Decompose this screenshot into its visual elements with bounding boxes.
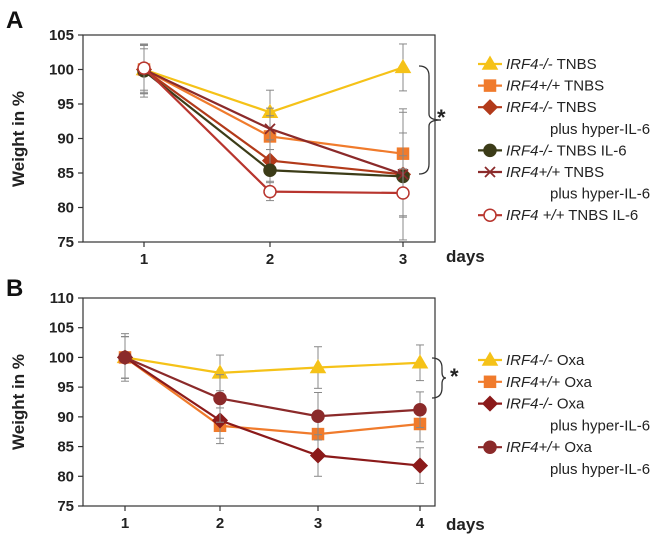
legend-item: IRF4 +/+ TNBS IL-6 bbox=[478, 207, 638, 224]
legend-label: IRF4+/+ TNBS bbox=[506, 164, 604, 181]
legend-item: IRF4+/+ Oxa bbox=[478, 374, 593, 391]
data-point bbox=[263, 184, 277, 199]
series-1 bbox=[135, 43, 412, 135]
y-tick-label: 85 bbox=[57, 165, 74, 182]
legend-label: IRF4-/- Oxa bbox=[506, 396, 585, 413]
series-2 bbox=[118, 336, 427, 453]
significance-brace bbox=[418, 65, 442, 175]
x-tick-label: 4 bbox=[416, 515, 425, 532]
legend-marker bbox=[483, 440, 497, 454]
x-axis-title: days bbox=[446, 515, 485, 534]
legend-item: IRF4+/+ TNBS plus hyper-IL-6 bbox=[478, 164, 650, 203]
legend-label: IRF4+/+ Oxa bbox=[506, 374, 593, 391]
y-tick-label: 85 bbox=[57, 439, 74, 456]
series-line bbox=[124, 356, 421, 467]
legend-label-line2: plus hyper-IL-6 bbox=[550, 461, 650, 478]
x-tick-label: 1 bbox=[121, 515, 129, 532]
legend-label: IRF4 +/+ TNBS IL-6 bbox=[506, 207, 638, 224]
legend-marker-stroke bbox=[484, 166, 496, 178]
x-tick-label: 2 bbox=[266, 251, 274, 268]
series-line bbox=[124, 356, 421, 418]
legend-marker bbox=[483, 375, 497, 389]
data-point bbox=[309, 359, 327, 374]
data-point bbox=[311, 409, 325, 424]
legend-label: IRF4-/- TNBS bbox=[506, 56, 597, 73]
data-point bbox=[213, 391, 227, 406]
data-point bbox=[411, 457, 429, 474]
plot-frame bbox=[82, 297, 436, 507]
legend-label-line2: plus hyper-IL-6 bbox=[550, 417, 650, 434]
panel-letter: B bbox=[6, 275, 23, 302]
significance-asterisk: * bbox=[450, 364, 459, 389]
y-tick-label: 90 bbox=[57, 131, 74, 148]
y-axis-title: Weight in % bbox=[9, 91, 28, 187]
data-point bbox=[411, 354, 429, 369]
x-tick-label: 3 bbox=[314, 515, 322, 532]
y-tick-label: 95 bbox=[57, 96, 74, 113]
legend-marker bbox=[483, 208, 497, 222]
data-point bbox=[396, 186, 410, 200]
y-tick-label: 110 bbox=[50, 290, 74, 307]
y-tick-label: 105 bbox=[49, 27, 74, 44]
legend-marker bbox=[483, 79, 497, 92]
legend-label: IRF4-/- Oxa bbox=[506, 352, 585, 369]
data-point bbox=[118, 350, 132, 365]
y-tick-label: 75 bbox=[57, 498, 74, 515]
data-point bbox=[137, 61, 151, 75]
legend-label: IRF4-/- TNBS IL-6 bbox=[506, 142, 627, 159]
legend-item: IRF4+/+ TNBS bbox=[478, 78, 604, 95]
data-point bbox=[413, 402, 427, 417]
legend-marker bbox=[484, 166, 496, 178]
legend-label-line2: plus hyper-IL-6 bbox=[550, 121, 650, 138]
legend-item: IRF4-/- Oxa plus hyper-IL-6 bbox=[478, 395, 650, 434]
y-tick-label: 75 bbox=[57, 234, 74, 251]
x-axis-title: days bbox=[446, 247, 485, 266]
x-tick-label: 2 bbox=[216, 515, 224, 532]
y-tick-label: 105 bbox=[49, 320, 74, 337]
data-point bbox=[394, 58, 412, 74]
panel-B: B 75 80 85 90 95 100 105 110 1 2 3 4 Weight in % days I… bbox=[6, 275, 650, 534]
data-point-stroke bbox=[264, 123, 276, 135]
series-line bbox=[124, 356, 421, 374]
legend-label: IRF4+/+ Oxa bbox=[506, 439, 593, 456]
y-tick-label: 90 bbox=[57, 409, 74, 426]
legend-label: IRF4-/- TNBS bbox=[506, 99, 597, 116]
data-point bbox=[309, 447, 327, 464]
series-line bbox=[124, 356, 421, 436]
legend-marker bbox=[481, 395, 499, 412]
y-tick-label: 100 bbox=[49, 349, 74, 366]
plot-frame bbox=[82, 34, 436, 243]
legend: IRF4-/- Oxa IRF4+/+ Oxa IRF4-/- Oxa plus hy… bbox=[478, 351, 650, 478]
significance-brace bbox=[431, 357, 447, 399]
series-3 bbox=[116, 336, 429, 484]
legend-item: IRF4-/- TNBS bbox=[478, 55, 597, 73]
series-4 bbox=[118, 333, 427, 441]
y-axis-title: Weight in % bbox=[9, 354, 28, 450]
significance-asterisk: * bbox=[437, 105, 446, 130]
series-6 bbox=[137, 43, 410, 218]
legend-label-line2: plus hyper-IL-6 bbox=[550, 186, 650, 203]
legend-marker bbox=[481, 55, 499, 70]
x-tick-label: 3 bbox=[399, 251, 407, 268]
legend-item: IRF4-/- TNBS IL-6 bbox=[478, 142, 627, 159]
legend: IRF4-/- TNBS IRF4+/+ TNBS IRF4-/- TNBS plus… bbox=[478, 55, 650, 224]
x-tick-label: 1 bbox=[140, 251, 148, 268]
series-4 bbox=[137, 44, 410, 198]
legend-marker bbox=[481, 99, 499, 116]
legend-item: IRF4+/+ Oxa plus hyper-IL-6 bbox=[478, 439, 650, 478]
panel-letter: A bbox=[6, 7, 23, 34]
data-point bbox=[263, 163, 277, 177]
legend-label: IRF4+/+ TNBS bbox=[506, 78, 604, 95]
legend-item: IRF4-/- Oxa bbox=[478, 351, 585, 369]
data-point bbox=[264, 123, 276, 135]
legend-item: IRF4-/- TNBS plus hyper-IL-6 bbox=[478, 99, 650, 138]
y-tick-label: 80 bbox=[57, 468, 74, 485]
y-tick-label: 80 bbox=[57, 200, 74, 217]
legend-marker bbox=[483, 143, 497, 158]
y-tick-label: 100 bbox=[49, 62, 74, 79]
legend-marker bbox=[481, 351, 499, 366]
panel-A: A 75 80 85 90 95 100 105 1 2 3 Weight in % days IRF4-… bbox=[6, 7, 650, 268]
y-tick-label: 95 bbox=[57, 379, 74, 396]
